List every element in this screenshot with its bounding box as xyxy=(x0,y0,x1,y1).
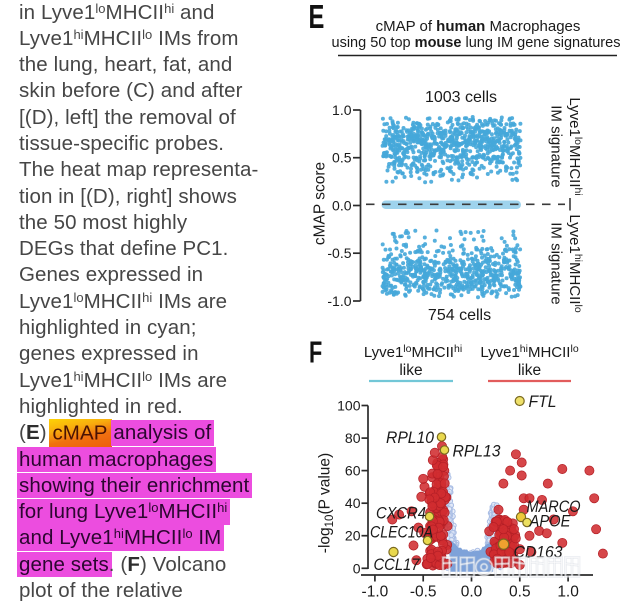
svg-text:CXCR4: CXCR4 xyxy=(376,504,426,523)
svg-text:IM signature: IM signature xyxy=(548,222,565,305)
svg-text:Lyve1hiMHCIIlo: Lyve1hiMHCIIlo xyxy=(480,343,579,361)
svg-text:cMAP score: cMAP score xyxy=(312,162,329,245)
svg-text:APOE: APOE xyxy=(529,512,571,531)
svg-text:20: 20 xyxy=(345,528,361,544)
svg-text:Lyve1loMHCIIhi: Lyve1loMHCIIhi xyxy=(566,97,584,195)
svg-text:1.0: 1.0 xyxy=(332,102,352,118)
svg-text:1003 cells: 1003 cells xyxy=(425,89,497,106)
svg-text:RPL13: RPL13 xyxy=(453,442,501,461)
svg-text:CLEC10A: CLEC10A xyxy=(370,523,433,542)
svg-text:-1.0: -1.0 xyxy=(327,293,351,309)
svg-text:0: 0 xyxy=(353,560,361,576)
svg-text:FTL: FTL xyxy=(529,392,557,411)
svg-text:using 50 top mouse lung IM gen: using 50 top mouse lung IM gene signatur… xyxy=(332,34,621,51)
svg-text:40: 40 xyxy=(345,495,361,511)
svg-text:IM signature: IM signature xyxy=(548,105,565,188)
svg-text:80: 80 xyxy=(345,430,361,446)
svg-text:60: 60 xyxy=(345,463,361,479)
svg-text:100: 100 xyxy=(337,398,361,414)
svg-text:0.5: 0.5 xyxy=(509,584,531,601)
svg-text:-log10(P value): -log10(P value) xyxy=(317,453,337,553)
svg-text:-1.0: -1.0 xyxy=(362,584,389,601)
svg-text:F: F xyxy=(309,335,322,370)
svg-text:RPL10: RPL10 xyxy=(386,428,434,447)
svg-text:0.0: 0.0 xyxy=(461,584,483,601)
svg-text:like: like xyxy=(518,362,541,379)
svg-text:like: like xyxy=(399,362,422,379)
svg-text:0.5: 0.5 xyxy=(332,150,352,166)
svg-text:MARCO: MARCO xyxy=(527,497,581,516)
svg-text:CCL17: CCL17 xyxy=(374,555,420,574)
svg-text:0.0: 0.0 xyxy=(332,197,352,213)
svg-text:cMAP of human Macrophages: cMAP of human Macrophages xyxy=(376,18,581,35)
svg-text:1.0: 1.0 xyxy=(557,584,579,601)
svg-text:754 cells: 754 cells xyxy=(428,307,491,324)
svg-text:E: E xyxy=(309,0,325,36)
svg-text:CD163: CD163 xyxy=(514,543,564,562)
svg-text:-0.5: -0.5 xyxy=(327,245,351,261)
svg-text:Lyve1loMHCIIhi: Lyve1loMHCIIhi xyxy=(364,343,462,361)
svg-text:Lyve1hiMHCIIlo: Lyve1hiMHCIIlo xyxy=(566,214,584,313)
svg-text:-0.5: -0.5 xyxy=(410,584,437,601)
